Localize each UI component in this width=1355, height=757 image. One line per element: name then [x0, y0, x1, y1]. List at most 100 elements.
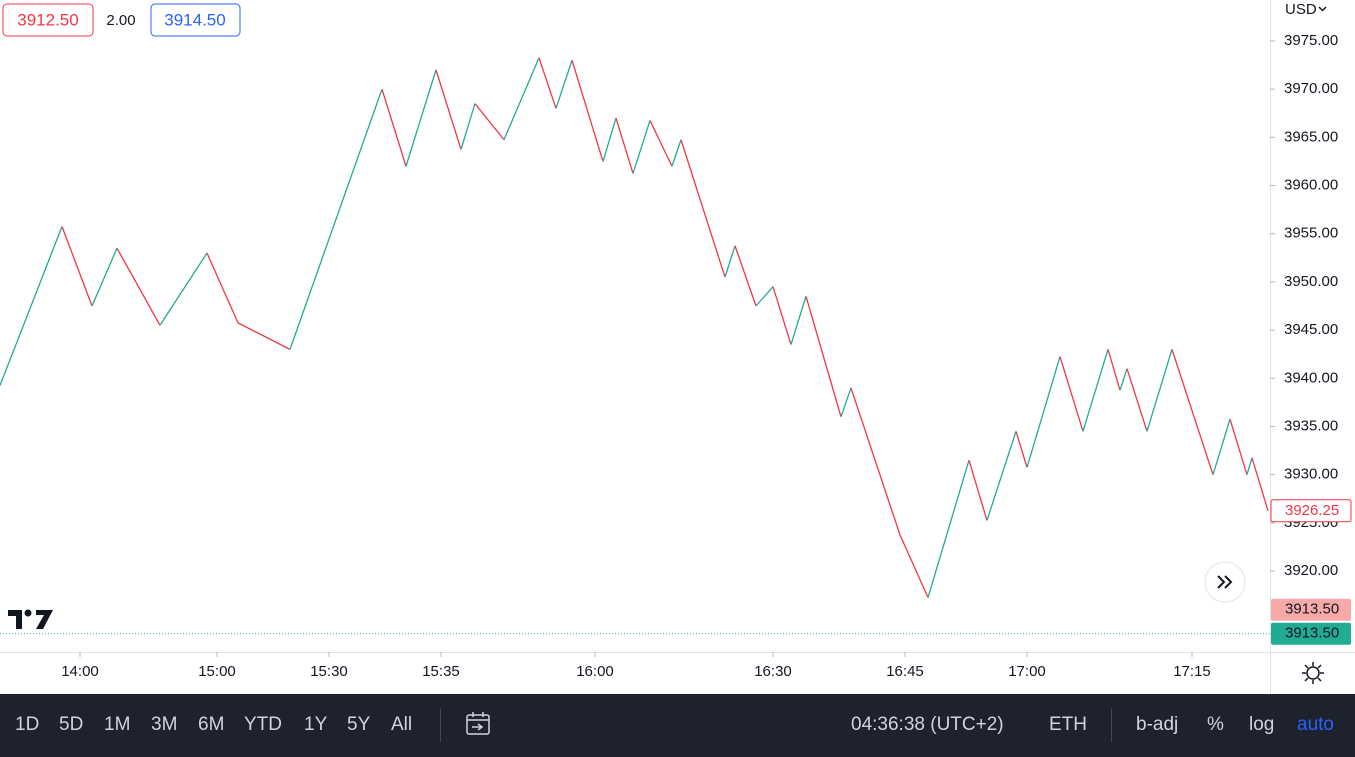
price-segment	[927, 460, 970, 598]
price-segment	[237, 322, 291, 350]
price-segment	[1107, 349, 1121, 391]
logo	[8, 609, 53, 629]
log[interactable]: log	[1249, 714, 1275, 735]
ask-price-box	[1271, 622, 1351, 645]
y-tick-label: 3930.00	[1284, 466, 1338, 483]
price-segment	[790, 296, 807, 345]
x-tick-label: 16:45	[886, 663, 924, 680]
price-segment	[602, 117, 617, 162]
settings-icon[interactable]	[1302, 662, 1324, 684]
x-tick-label: 17:00	[1008, 663, 1046, 680]
range-button[interactable]: 5D	[59, 714, 84, 735]
range-button[interactable]: 3M	[151, 714, 178, 735]
price-segment	[1251, 457, 1269, 511]
price-segment	[850, 387, 901, 536]
y-tick-label: 3970.00	[1284, 80, 1338, 97]
y-tick-label: 3965.00	[1284, 128, 1338, 145]
chart: 3912.50 2.00 3914.50 USD 3920.003925.003…	[0, 0, 1355, 694]
price-segment	[474, 103, 505, 141]
price-segment	[1212, 419, 1231, 475]
last-price: 3926.25	[1285, 502, 1339, 519]
currency[interactable]: USD	[1285, 1, 1317, 18]
price-segment	[1146, 349, 1173, 432]
price-segment	[755, 286, 774, 307]
price-segment	[649, 120, 673, 167]
bid-price-box	[1271, 598, 1351, 621]
price-segment	[91, 247, 118, 307]
y-tick-label: 3955.00	[1284, 225, 1338, 242]
range-button[interactable]: All	[391, 714, 413, 735]
x-tick-label: 15:00	[198, 663, 236, 680]
price-segment	[680, 139, 726, 278]
price-segment	[840, 387, 852, 418]
price-segment	[1229, 419, 1248, 475]
scroll-button[interactable]	[1204, 561, 1246, 603]
price-segment	[289, 88, 383, 350]
price-segment	[805, 296, 842, 418]
price-segment	[1059, 356, 1084, 432]
auto[interactable]: auto	[1297, 714, 1334, 735]
range-button[interactable]: 5Y	[347, 714, 371, 735]
price-segment	[206, 252, 239, 324]
x-tick-label: 15:35	[422, 663, 460, 680]
range-button[interactable]: 6M	[198, 714, 225, 735]
price-segment	[405, 69, 437, 167]
separator	[440, 708, 441, 742]
ask-box	[150, 3, 241, 37]
price-segment	[1171, 349, 1214, 475]
price-segment	[0, 226, 63, 386]
y-tick-label: 3945.00	[1284, 321, 1338, 338]
x-tick-label: 16:00	[576, 663, 614, 680]
price-segment	[986, 431, 1017, 521]
price-segment	[61, 226, 93, 307]
price-segment	[1026, 356, 1061, 468]
price-segment	[159, 252, 208, 326]
x-tick-label: 15:30	[310, 663, 348, 680]
price-segment	[435, 69, 462, 150]
bid-price: 3913.50	[1285, 601, 1339, 618]
y-tick-label: 3975.00	[1284, 32, 1338, 49]
price-segment	[538, 57, 557, 109]
range-button[interactable]: 1D	[15, 714, 40, 735]
range-button[interactable]: 1M	[104, 714, 131, 735]
clock: 04:36:38 (UTC+2)	[851, 714, 1004, 735]
price-segment	[116, 247, 161, 326]
y-tick-label: 3940.00	[1284, 369, 1338, 386]
range-button[interactable]: 1Y	[304, 714, 328, 735]
last-price-box	[1270, 499, 1352, 523]
y-tick-label: 3935.00	[1284, 417, 1338, 434]
bid-box	[2, 3, 94, 37]
price-segment	[615, 117, 634, 174]
y-tick-label: 3960.00	[1284, 176, 1338, 193]
ask: 3914.50	[164, 10, 225, 29]
price-segment	[460, 103, 476, 150]
bid: 3912.50	[17, 10, 78, 29]
percent[interactable]: %	[1207, 714, 1224, 735]
separator	[1111, 708, 1112, 742]
session[interactable]: ETH	[1049, 714, 1087, 735]
price-segment	[381, 88, 407, 167]
price-segment	[899, 534, 929, 598]
price-segment	[1119, 368, 1128, 391]
price-segment	[724, 245, 736, 278]
price-segment	[968, 460, 988, 521]
y-tick-label: 3950.00	[1284, 273, 1338, 290]
adjust[interactable]: b-adj	[1136, 714, 1179, 735]
x-tick-label: 14:00	[61, 663, 99, 680]
ask-price: 3913.50	[1285, 625, 1339, 642]
price-segment	[1126, 368, 1148, 432]
price-segment	[772, 286, 792, 345]
price-segment	[1015, 431, 1028, 468]
x-tick-label: 16:30	[754, 663, 792, 680]
price-segment	[1082, 349, 1109, 432]
y-tick-label: 3920.00	[1284, 562, 1338, 579]
x-tick-label: 17:15	[1173, 663, 1211, 680]
price-segment	[571, 60, 604, 162]
spread: 2.00	[106, 12, 135, 29]
toolbar: 04:36:38 (UTC+2) ETH b-adj % log auto 1D…	[0, 694, 1355, 757]
price-segment	[671, 139, 682, 167]
range-button[interactable]: YTD	[244, 714, 282, 735]
goto-date[interactable]	[464, 710, 492, 738]
price-segment	[632, 120, 651, 174]
